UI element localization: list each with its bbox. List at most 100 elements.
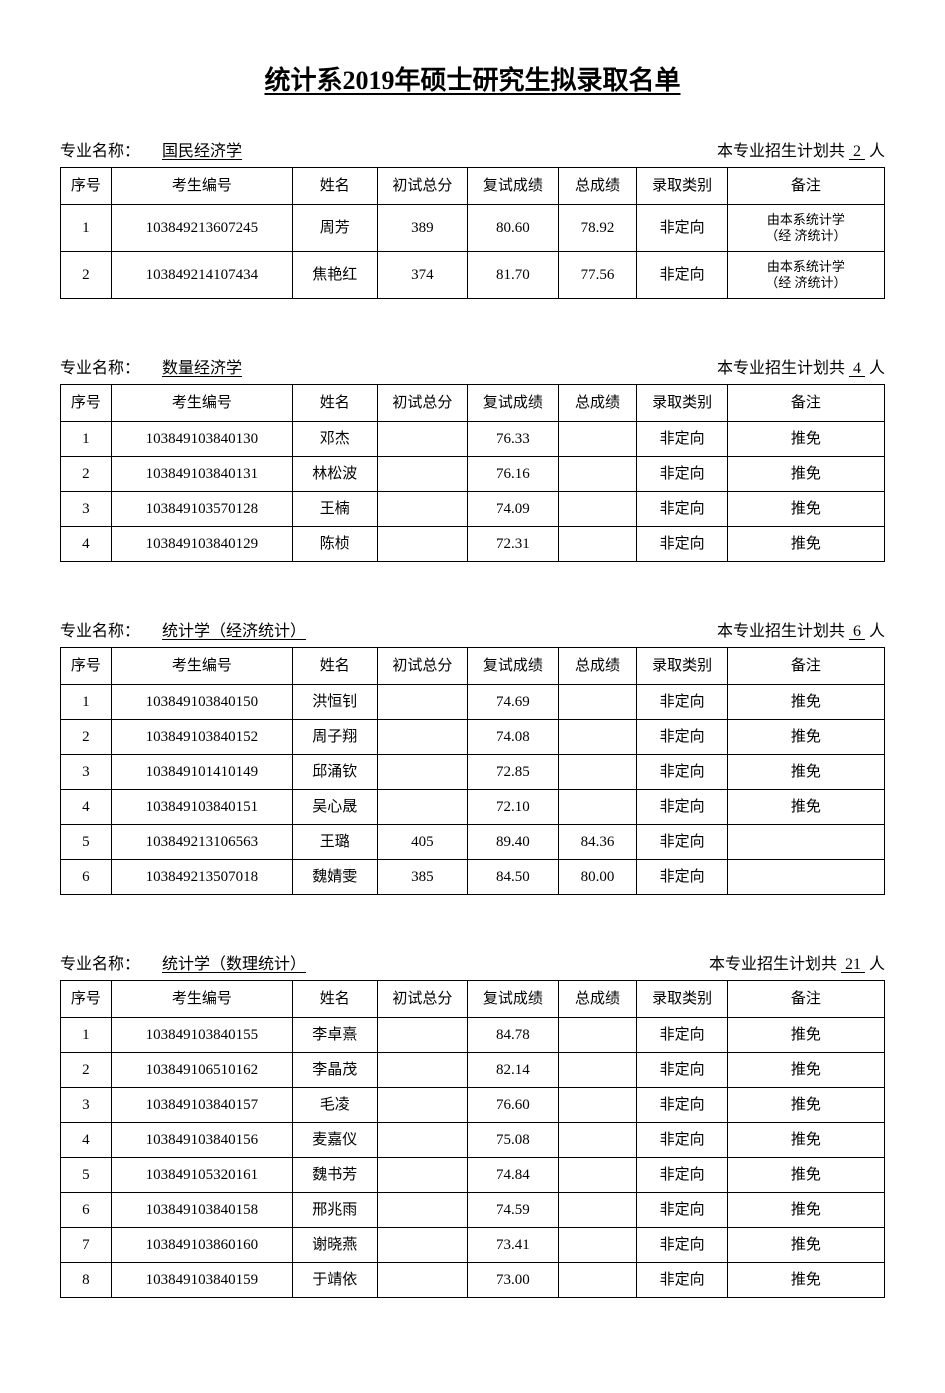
table-cell — [558, 1088, 637, 1123]
table-cell: 毛凌 — [292, 1088, 377, 1123]
table-header-cell: 备注 — [727, 385, 884, 422]
table-cell: 周子翔 — [292, 720, 377, 755]
table-cell — [377, 1053, 468, 1088]
table-cell — [558, 1158, 637, 1193]
table-header-row: 序号考生编号姓名初试总分复试成绩总成绩录取类别备注 — [61, 385, 885, 422]
table-cell: 6 — [61, 860, 112, 895]
table-cell — [558, 1123, 637, 1158]
table-cell — [377, 422, 468, 457]
table-cell: 103849103840129 — [111, 527, 292, 562]
plan-prefix: 本专业招生计划共 — [717, 360, 845, 377]
table-header-cell: 总成绩 — [558, 385, 637, 422]
table-header-cell: 考生编号 — [111, 168, 292, 205]
table-cell: 魏书芳 — [292, 1158, 377, 1193]
major-label: 专业名称： 统计学（数理统计） — [60, 950, 310, 974]
table-cell: 84.78 — [468, 1018, 559, 1053]
plan-prefix: 本专业招生计划共 — [717, 143, 845, 160]
table-cell: 魏婧雯 — [292, 860, 377, 895]
table-header-cell: 录取类别 — [637, 385, 728, 422]
table-cell: 405 — [377, 825, 468, 860]
table-cell: 103849103840159 — [111, 1263, 292, 1298]
table-cell: 80.00 — [558, 860, 637, 895]
table-cell: 非定向 — [637, 492, 728, 527]
plan-prefix: 本专业招生计划共 — [717, 623, 845, 640]
table-header-cell: 录取类别 — [637, 648, 728, 685]
table-row: 4103849103840151吴心晟72.10非定向推免 — [61, 790, 885, 825]
table-header-cell: 复试成绩 — [468, 981, 559, 1018]
table-cell: 非定向 — [637, 860, 728, 895]
table-cell: 103849213106563 — [111, 825, 292, 860]
table-cell: 邓杰 — [292, 422, 377, 457]
table-cell: 非定向 — [637, 720, 728, 755]
table-cell: 邢兆雨 — [292, 1193, 377, 1228]
table-cell: 推免 — [727, 492, 884, 527]
plan-suffix: 人 — [869, 360, 885, 377]
table-header-cell: 录取类别 — [637, 981, 728, 1018]
table-row: 3103849103570128王楠74.09非定向推免 — [61, 492, 885, 527]
table-header-cell: 录取类别 — [637, 168, 728, 205]
table-row: 3103849101410149邱涌钦72.85非定向推免 — [61, 755, 885, 790]
major-name: 统计学（经济统计） — [158, 623, 310, 640]
table-cell — [558, 1053, 637, 1088]
table-cell: 74.84 — [468, 1158, 559, 1193]
sections-container: 专业名称：国民经济学本专业招生计划共 2 人序号考生编号姓名初试总分复试成绩总成… — [60, 137, 885, 1298]
major-section: 专业名称：数量经济学本专业招生计划共 4 人序号考生编号姓名初试总分复试成绩总成… — [60, 354, 885, 562]
table-cell — [377, 1088, 468, 1123]
table-cell: 103849103570128 — [111, 492, 292, 527]
table-row: 1103849103840155李卓熹84.78非定向推免 — [61, 1018, 885, 1053]
table-cell — [377, 1123, 468, 1158]
table-cell: 推免 — [727, 527, 884, 562]
table-cell: 80.60 — [468, 205, 559, 252]
major-name: 统计学（数理统计） — [158, 956, 310, 973]
table-cell — [377, 755, 468, 790]
major-section: 专业名称：统计学（经济统计）本专业招生计划共 6 人序号考生编号姓名初试总分复试… — [60, 617, 885, 895]
plan-suffix: 人 — [869, 956, 885, 973]
table-cell: 84.50 — [468, 860, 559, 895]
table-header-cell: 序号 — [61, 168, 112, 205]
table-header-cell: 初试总分 — [377, 385, 468, 422]
table-cell: 谢晓燕 — [292, 1228, 377, 1263]
table-cell — [558, 720, 637, 755]
table-cell: 陈桢 — [292, 527, 377, 562]
major-label-text: 专业名称： — [60, 623, 140, 640]
table-row: 6103849103840158邢兆雨74.59非定向推免 — [61, 1193, 885, 1228]
table-cell: 非定向 — [637, 755, 728, 790]
table-cell: 非定向 — [637, 1053, 728, 1088]
table-cell: 林松波 — [292, 457, 377, 492]
table-row: 5103849213106563王璐40589.4084.36非定向 — [61, 825, 885, 860]
plan-prefix: 本专业招生计划共 — [709, 956, 837, 973]
table-cell — [558, 457, 637, 492]
major-section: 专业名称：国民经济学本专业招生计划共 2 人序号考生编号姓名初试总分复试成绩总成… — [60, 137, 885, 299]
table-cell: 74.59 — [468, 1193, 559, 1228]
major-label: 专业名称：数量经济学 — [60, 354, 246, 378]
major-label-text: 专业名称： — [60, 956, 140, 973]
table-cell: 推免 — [727, 685, 884, 720]
table-cell: 6 — [61, 1193, 112, 1228]
table-cell: 1 — [61, 205, 112, 252]
table-cell: 于靖依 — [292, 1263, 377, 1298]
table-cell: 1 — [61, 1018, 112, 1053]
table-cell: 推免 — [727, 720, 884, 755]
admission-table: 序号考生编号姓名初试总分复试成绩总成绩录取类别备注110384910384013… — [60, 384, 885, 562]
table-cell: 吴心晟 — [292, 790, 377, 825]
table-cell: 王楠 — [292, 492, 377, 527]
table-cell: 74.08 — [468, 720, 559, 755]
table-cell: 焦艳红 — [292, 252, 377, 299]
table-cell: 推免 — [727, 1158, 884, 1193]
table-cell — [377, 685, 468, 720]
major-name: 国民经济学 — [158, 143, 246, 160]
table-cell: 5 — [61, 825, 112, 860]
table-cell — [727, 825, 884, 860]
table-cell — [377, 527, 468, 562]
table-cell: 推免 — [727, 1193, 884, 1228]
table-cell: 推免 — [727, 1228, 884, 1263]
table-cell: 2 — [61, 1053, 112, 1088]
table-cell: 3 — [61, 1088, 112, 1123]
table-cell: 7 — [61, 1228, 112, 1263]
table-row: 2103849214107434焦艳红37481.7077.56非定向由本系统计… — [61, 252, 885, 299]
table-cell: 82.14 — [468, 1053, 559, 1088]
table-cell — [727, 860, 884, 895]
table-cell: 103849103840151 — [111, 790, 292, 825]
table-row: 2103849103840131林松波76.16非定向推免 — [61, 457, 885, 492]
table-cell: 李卓熹 — [292, 1018, 377, 1053]
